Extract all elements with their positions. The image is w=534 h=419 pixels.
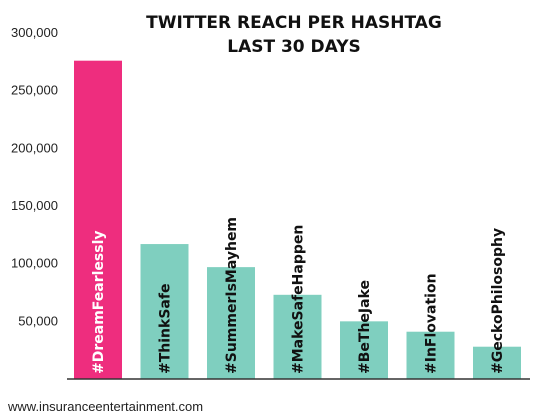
chart-title-line-1: TWITTER REACH PER HASHTAG [146,13,442,33]
bar [207,267,255,379]
y-tick-label: 300,000 [11,25,58,40]
bar [473,346,521,379]
bar-category-label: #InFlovation [424,273,440,374]
chart-title-line-2: LAST 30 DAYS [227,37,361,57]
bar-category-label: #DreamFearlessly [91,230,107,374]
y-tick-label: 250,000 [11,83,58,98]
bar [340,321,388,379]
bar-group: #DreamFearlessly #ThinkSafe #SummerIsMayhe… [74,60,521,380]
y-axis-ticks: 50,000 100,000 150,000 200,000 250,000 300,00… [11,25,58,328]
bar-category-label: #MakeSafeHappen [291,225,307,374]
bar-category-label: #GeckoPhilosophy [490,228,506,374]
y-tick-label: 50,000 [18,313,58,328]
source-url: www.insuranceentertainment.com [8,399,204,414]
bar-category-label: #BeTheJake [357,280,373,374]
bar-category-label: #ThinkSafe [158,284,174,374]
bar [140,244,189,379]
bar [273,294,322,379]
bar [74,60,122,380]
bar-category-label: #SummerIsMayhem [224,217,240,374]
y-tick-label: 150,000 [11,198,58,213]
y-tick-label: 100,000 [11,256,58,271]
y-tick-label: 200,000 [11,140,58,155]
bar [406,331,455,379]
